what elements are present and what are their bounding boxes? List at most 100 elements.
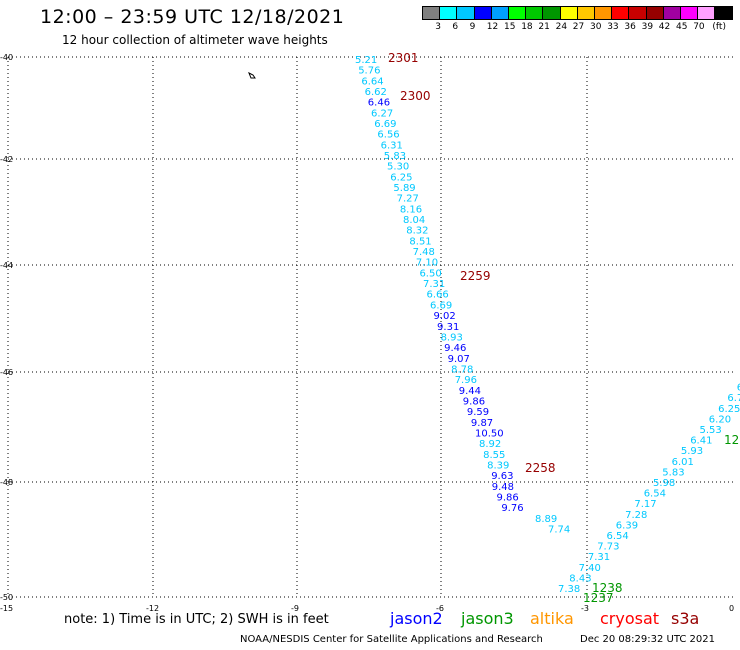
legend-label: 9	[469, 22, 476, 32]
wave-height-label: 5.30	[387, 162, 409, 173]
pass-time-label: 12	[724, 433, 739, 447]
legend-label: 24	[555, 22, 568, 32]
lon-tick-label: -3	[581, 604, 589, 613]
wave-height-label: 7.27	[397, 194, 419, 205]
wave-height-label: 9.46	[444, 343, 466, 354]
legend-label: 36	[624, 22, 636, 32]
wave-height-label: 7.31	[423, 279, 445, 290]
wave-height-label: 5.89	[393, 183, 415, 194]
legend-label: 39	[641, 22, 654, 32]
legend-label: 3	[435, 22, 441, 32]
lon-tick-label: -6	[436, 604, 444, 613]
wave-height-label: 9.86	[463, 396, 485, 407]
wave-height-label: 6.31	[381, 140, 403, 151]
lat-tick-label: -44	[0, 261, 14, 270]
wave-height-label: 8.16	[400, 204, 422, 215]
wave-height-label: 6.25	[718, 404, 740, 415]
wave-height-label: 5.83	[384, 151, 406, 162]
wave-height-label: 6.54	[607, 531, 629, 542]
legend-label: 42	[658, 22, 671, 32]
wave-height-label: 6.25	[390, 172, 412, 183]
lat-tick-label: -46	[0, 368, 14, 377]
wave-height-label: 6.01	[672, 457, 694, 468]
wave-height-label: 9.44	[459, 386, 481, 397]
wave-height-label: 7.40	[579, 563, 601, 574]
chart-title: 12:00 – 23:59 UTC 12/18/2021	[40, 6, 345, 28]
wave-height-label: 8.43	[569, 573, 591, 584]
wave-height-label: 6.1	[737, 383, 740, 394]
wave-height-label: 7.31	[588, 552, 610, 563]
legend-label: 27	[572, 22, 585, 32]
wave-height-label: 6.50	[419, 268, 441, 279]
wave-height-label: 6.62	[365, 87, 387, 98]
wave-height-label: 8.39	[487, 460, 509, 471]
wave-height-label: 9.59	[467, 407, 489, 418]
legend-label: 15	[504, 22, 516, 32]
wave-height-label: 9.76	[501, 503, 523, 514]
pass-time-label: 2301	[388, 51, 419, 65]
pass-time-label: 1237	[583, 591, 614, 605]
wave-height-label: 5.21	[355, 55, 377, 66]
wave-height-label: 7.74	[548, 524, 570, 535]
satellite-s3a: s3a	[671, 609, 700, 628]
wave-height-label: 8.93	[441, 332, 463, 343]
wave-height-label: 5.53	[700, 425, 722, 436]
wave-height-label: 7.28	[625, 510, 647, 521]
wave-height-label: 5.93	[681, 446, 703, 457]
legend-label: 33	[607, 22, 619, 32]
wave-height-label: 9.86	[497, 492, 519, 503]
wave-height-label: 7.10	[416, 258, 438, 269]
timestamp-text: Dec 20 08:29:32 UTC 2021	[580, 634, 715, 645]
wave-height-label: 6.54	[644, 489, 666, 500]
wave-height-label: 6.64	[361, 76, 383, 87]
wave-height-label: 5.98	[653, 478, 675, 489]
lat-tick-label: -15	[0, 604, 14, 613]
lat-tick-label: -40	[0, 53, 14, 62]
lon-tick-label: -12	[146, 604, 160, 613]
satellite-cryosat: cryosat	[600, 609, 660, 628]
pass-time-label: 1238	[592, 581, 623, 595]
footnote: note: 1) Time is in UTC; 2) SWH is in fe…	[64, 612, 329, 627]
legend-label: 18	[521, 22, 533, 32]
wave-height-label: 9.87	[471, 418, 493, 429]
wave-height-label: 6.56	[377, 130, 399, 141]
lon-tick-label: 0	[729, 604, 735, 613]
pass-time-label: 2258	[525, 461, 556, 475]
wave-height-label: 7.38	[558, 584, 580, 595]
lat-tick-label: -50	[0, 593, 14, 602]
legend-label: (ft)	[712, 22, 726, 32]
lat-tick-label: -48	[0, 478, 14, 487]
wave-height-label: 6.69	[374, 119, 396, 130]
legend-label: 12	[486, 22, 499, 32]
wave-height-label: 6.41	[690, 436, 712, 447]
wave-height-label: 6.69	[430, 300, 452, 311]
legend-label: 6	[452, 22, 459, 32]
wave-height-label: 6.66	[426, 290, 448, 301]
legend-label: 30	[590, 22, 602, 32]
legend-swatch	[714, 6, 733, 20]
wave-height-label: 9.02	[434, 311, 456, 322]
satellite-jason3: jason3	[461, 609, 514, 628]
wave-height-label: 7.48	[413, 247, 435, 258]
wave-height-label: 6.71	[727, 393, 740, 404]
wave-height-label: 7.73	[597, 542, 619, 553]
wave-height-label: 9.07	[448, 354, 470, 365]
island-outline	[248, 71, 256, 79]
legend-label: 45	[676, 22, 688, 32]
wave-height-label: 9.63	[491, 471, 513, 482]
satellite-jason2: jason2	[390, 609, 443, 628]
wave-height-label: 10.50	[475, 428, 504, 439]
wave-height-label: 6.27	[371, 108, 393, 119]
wave-height-label: 7.17	[634, 499, 656, 510]
wave-height-label: 9.31	[437, 322, 459, 333]
wave-height-label: 8.32	[406, 226, 428, 237]
chart-subtitle: 12 hour collection of altimeter wave hei…	[62, 33, 328, 47]
pass-time-label: 2300	[400, 89, 431, 103]
satellite-altika: altika	[530, 609, 574, 628]
legend-label: 21	[538, 22, 550, 32]
legend-label: 70	[693, 22, 705, 32]
wave-height-label: 5.83	[662, 467, 684, 478]
pass-time-label: 2259	[460, 269, 491, 283]
wave-height-label: 8.04	[403, 215, 425, 226]
wave-height-label: 6.39	[616, 520, 638, 531]
